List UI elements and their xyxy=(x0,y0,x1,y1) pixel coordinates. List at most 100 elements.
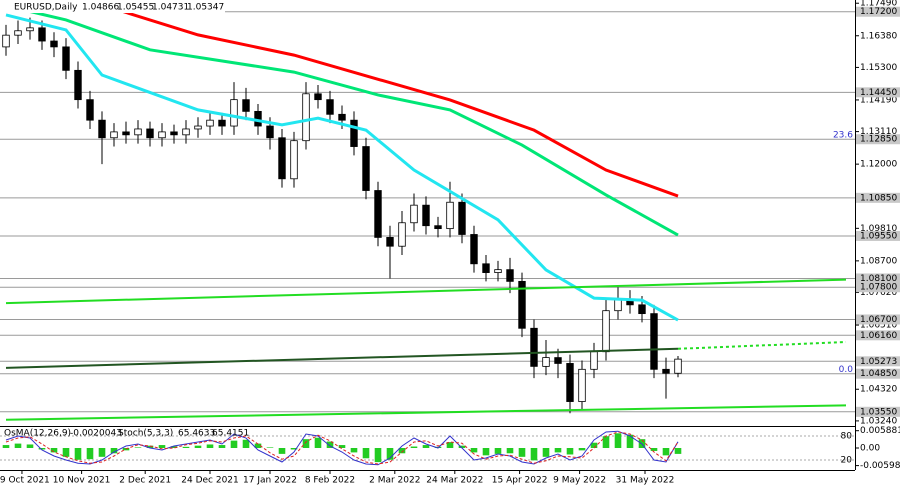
candle-body xyxy=(38,27,46,42)
osma-bar xyxy=(266,447,274,448)
candle-body xyxy=(230,99,238,127)
osma-bar xyxy=(38,448,46,450)
osma-bar xyxy=(254,443,262,448)
candle-body xyxy=(542,357,550,367)
osma-bar xyxy=(386,448,394,460)
osma-bar xyxy=(506,448,514,454)
osma-bar xyxy=(470,448,478,453)
level-label: 1.06160 xyxy=(860,331,897,341)
candle-body xyxy=(614,298,622,312)
candle-body xyxy=(50,40,58,48)
y-tick-label: 1.13110 xyxy=(860,127,897,137)
osma-bar xyxy=(86,448,94,460)
level-box xyxy=(856,192,900,203)
osma-bar xyxy=(338,445,346,448)
osma-bar xyxy=(2,445,10,448)
level-label: 1.04850 xyxy=(860,369,897,379)
osma-bar xyxy=(134,447,142,448)
osma-bar xyxy=(350,448,358,453)
candle-body xyxy=(638,304,646,315)
candle-body xyxy=(266,125,274,139)
candle-body xyxy=(110,131,118,139)
y-tick-label: 1.08700 xyxy=(860,256,897,266)
level-label: 1.12850 xyxy=(860,135,897,145)
stoch-line xyxy=(5,430,679,466)
candle-body xyxy=(62,46,70,71)
osma-bar xyxy=(206,444,214,448)
x-tick-label: 31 May 2022 xyxy=(616,476,675,486)
osma-bar xyxy=(482,448,490,456)
candle-body xyxy=(494,269,502,273)
osma-bar xyxy=(530,448,538,461)
osma-bar xyxy=(110,448,118,454)
osma-bar xyxy=(494,448,502,454)
level-label: 1.07800 xyxy=(860,283,897,293)
level-box xyxy=(856,314,900,325)
candle-body xyxy=(242,99,250,112)
osma-bar xyxy=(158,445,166,448)
fib-label: 23.6 xyxy=(833,131,853,141)
osma-bar xyxy=(398,448,406,454)
y-tick-label: 1.07620 xyxy=(860,288,897,298)
x-tick-label: 24 Mar 2022 xyxy=(426,476,483,486)
stoch-signal-value: 65.4151 xyxy=(212,429,249,439)
level-box xyxy=(856,230,900,241)
level-box xyxy=(856,330,900,341)
level-box xyxy=(856,273,900,284)
stoch-main-value: 65.4633 xyxy=(178,429,215,439)
osma-bar xyxy=(578,448,586,451)
level-label: 1.05273 xyxy=(860,357,897,367)
level-box xyxy=(856,134,900,145)
level-label: 1.08100 xyxy=(860,274,897,284)
level-label: 1.10850 xyxy=(860,193,897,203)
x-tick-label: 8 Feb 2022 xyxy=(305,476,355,486)
level-box xyxy=(856,356,900,367)
level-box xyxy=(856,368,900,379)
osma-bar xyxy=(410,446,418,448)
y-tick-label: 1.09810 xyxy=(860,224,897,234)
osma-bar xyxy=(650,448,658,451)
candle-body xyxy=(422,204,430,227)
candle-body xyxy=(326,99,334,115)
candle-body xyxy=(86,99,94,121)
candle-body xyxy=(518,280,526,329)
osma-bar xyxy=(302,439,310,448)
candle-body xyxy=(458,201,466,235)
candle-body xyxy=(410,204,418,224)
level-label: 1.03550 xyxy=(860,407,897,417)
osma-bar xyxy=(362,448,370,459)
close: 1.05347 xyxy=(187,3,224,13)
y-tick-label: 1.14190 xyxy=(860,95,897,105)
candle-body xyxy=(146,128,154,139)
osma-bar xyxy=(662,448,670,456)
osma-name: OsMA(12,26,9) xyxy=(4,429,71,439)
candle-body xyxy=(674,358,682,374)
indicator-line xyxy=(5,278,847,305)
level-label: 1.06700 xyxy=(860,315,897,325)
x-tick-label: 19 Oct 2021 xyxy=(0,476,50,486)
y-tick-label: 1.06510 xyxy=(860,321,897,331)
osma-bar xyxy=(542,448,550,457)
indicator-line xyxy=(5,404,847,421)
x-tick-label: 2 Dec 2021 xyxy=(119,476,171,486)
candle-body xyxy=(170,131,178,136)
osma-bar xyxy=(326,441,334,448)
osma-bar xyxy=(74,448,82,460)
osma-bar xyxy=(170,446,178,448)
stoch-tick-label: 20 xyxy=(841,456,853,466)
x-tick-label: 10 Nov 2021 xyxy=(53,476,111,486)
symbol: EURUSD,Daily xyxy=(14,3,78,13)
candle-body xyxy=(470,234,478,265)
candle-body xyxy=(590,351,598,370)
osma-tick-label: 0.0058815 xyxy=(860,426,900,436)
level-label: 1.17200 xyxy=(860,7,897,17)
osma-bar xyxy=(14,443,22,448)
candle-body xyxy=(662,368,670,374)
indicator-line xyxy=(677,341,847,350)
candle-body xyxy=(314,93,322,101)
osma-bar xyxy=(314,437,322,448)
candle-body xyxy=(554,357,562,364)
x-tick-label: 24 Dec 2021 xyxy=(181,476,239,486)
candle-body xyxy=(74,69,82,101)
